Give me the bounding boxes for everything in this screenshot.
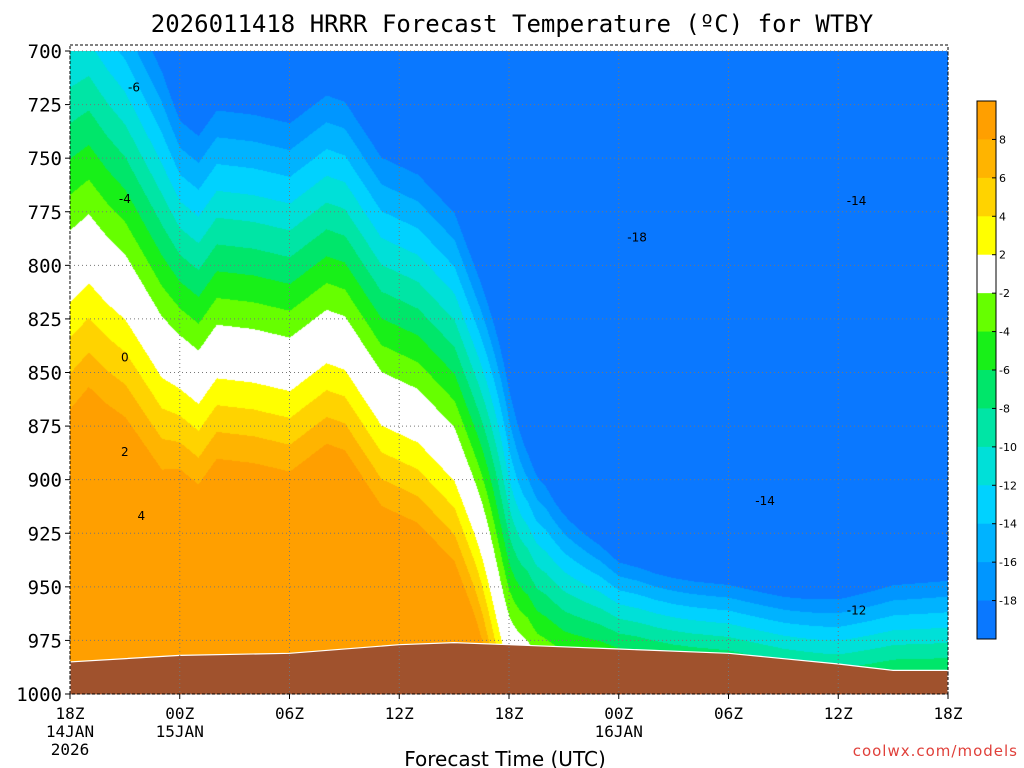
svg-text:0: 0 [121, 350, 129, 364]
x-tick-date: 14JAN [46, 722, 94, 741]
y-tick-label: 925 [28, 523, 62, 545]
colorbar-label: -10 [999, 441, 1017, 454]
colorbar-label: -16 [999, 556, 1017, 569]
colorbar-label: -14 [999, 518, 1017, 531]
x-tick-date: 15JAN [156, 722, 204, 741]
colorbar-label: -6 [999, 364, 1010, 377]
y-axis: 700 725 750 775 800 825 850 875 900 925 950 975 1000 [16, 41, 70, 706]
x-tick-label: 00Z [165, 704, 194, 723]
temperature-field [70, 51, 948, 694]
colorbar-band [977, 139, 996, 179]
y-tick-label: 725 [28, 95, 62, 117]
x-tick-label: 18Z [934, 704, 963, 723]
colorbar-band [977, 485, 996, 525]
colorbar-label: 4 [999, 210, 1006, 223]
y-tick-label: 875 [28, 416, 62, 438]
colorbar-band [977, 370, 996, 409]
colorbar-band [977, 408, 996, 448]
contour-label: -6 [128, 80, 140, 94]
y-tick-label: 825 [28, 309, 62, 331]
contour-label: 0 [121, 350, 129, 364]
contour-label: -4 [119, 192, 131, 206]
x-tick-year: 2026 [51, 740, 90, 759]
colorbar-band [977, 600, 996, 640]
y-tick-label: 850 [28, 363, 62, 385]
colorbar-band [977, 254, 996, 294]
y-tick-label: 775 [28, 202, 62, 224]
contour-label: 2 [121, 445, 129, 459]
y-tick-label: 750 [28, 148, 62, 170]
x-tick-date: 16JAN [595, 722, 643, 741]
svg-text:-4: -4 [119, 192, 131, 206]
colorbar-band [977, 216, 996, 256]
colorbar-band [977, 293, 996, 333]
colorbar: 8 6 4 2 -2 -4 -6 -8 -10 -12 -14 -16 -18 [976, 100, 1017, 640]
x-tick-label: 12Z [385, 704, 414, 723]
colorbar-label: 8 [999, 133, 1006, 146]
x-axis-label: Forecast Time (UTC) [404, 747, 606, 768]
colorbar-band [977, 446, 996, 486]
svg-text:4: 4 [138, 509, 146, 523]
svg-text:-6: -6 [128, 80, 140, 94]
svg-text:-14: -14 [847, 194, 867, 208]
y-tick-label: 700 [28, 41, 62, 63]
colorbar-band [977, 523, 996, 563]
colorbar-label: 2 [999, 249, 1006, 262]
colorbar-label: -8 [999, 402, 1010, 415]
colorbar-label: -12 [999, 479, 1017, 492]
colorbar-band [977, 331, 996, 371]
x-tick-label: 06Z [714, 704, 743, 723]
colorbar-band [977, 562, 996, 602]
y-tick-label: 975 [28, 630, 62, 652]
svg-text:-14: -14 [755, 494, 775, 508]
colorbar-label: 6 [999, 172, 1006, 185]
contour-label: -14 [755, 494, 775, 508]
colorbar-label: -2 [999, 287, 1010, 300]
svg-text:2: 2 [121, 445, 129, 459]
svg-text:-18: -18 [627, 230, 647, 244]
colorbar-band [977, 101, 996, 140]
x-tick-label: 00Z [604, 704, 633, 723]
x-tick-label: 18Z [56, 704, 85, 723]
contour-label: -12 [847, 603, 867, 617]
x-tick-label: 12Z [824, 704, 853, 723]
y-tick-label: 950 [28, 577, 62, 599]
colorbar-label: -4 [999, 326, 1010, 339]
y-tick-label: 800 [28, 255, 62, 277]
y-tick-label: 900 [28, 470, 62, 492]
contour-label: -18 [627, 230, 647, 244]
colorbar-label: -18 [999, 595, 1017, 608]
svg-text:-12: -12 [847, 603, 867, 617]
contour-label: 4 [138, 509, 146, 523]
chart-title: 2026011418 HRRR Forecast Temperature (ºC… [151, 10, 874, 38]
y-tick-label: 1000 [16, 684, 62, 706]
contour-label: -14 [847, 194, 867, 208]
credit-text: coolwx.com/models [853, 742, 1018, 760]
x-tick-label: 18Z [495, 704, 524, 723]
plot-area: -6 -4 0 2 4 -18 -14 -14 -12 [69, 44, 949, 696]
colorbar-band [977, 177, 996, 217]
x-tick-label: 06Z [275, 704, 304, 723]
